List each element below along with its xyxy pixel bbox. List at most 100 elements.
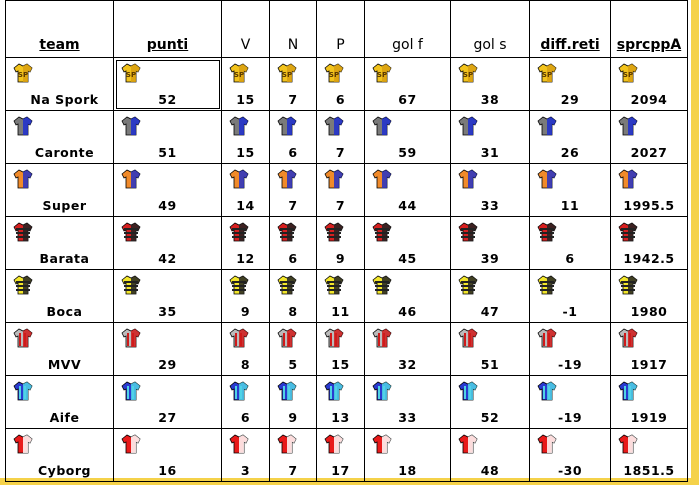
draws-cell[interactable]: 8 bbox=[269, 269, 317, 323]
draws: 6 bbox=[288, 145, 298, 160]
goal-difference-cell[interactable]: SP 29 bbox=[529, 57, 611, 111]
column-header-diff-reti[interactable]: diff.reti bbox=[529, 0, 611, 58]
points-cell[interactable]: 35 bbox=[113, 269, 222, 323]
losses-cell[interactable]: 13 bbox=[316, 375, 365, 429]
team-jersey-icon bbox=[617, 168, 639, 190]
wins-cell[interactable]: 14 bbox=[221, 163, 270, 217]
points-cell[interactable]: 29 bbox=[113, 322, 222, 376]
goal-difference-cell[interactable]: 11 bbox=[529, 163, 611, 217]
team-jersey-icon bbox=[371, 327, 393, 349]
goals-for-cell[interactable]: 18 bbox=[364, 428, 451, 482]
team-name-cell[interactable]: Boca bbox=[5, 269, 114, 323]
sprcppa-value-cell[interactable]: 2027 bbox=[610, 110, 688, 164]
draws-cell[interactable]: SP 7 bbox=[269, 57, 317, 111]
losses-cell[interactable]: 15 bbox=[316, 322, 365, 376]
goals-for-cell[interactable]: SP 67 bbox=[364, 57, 451, 111]
points-cell[interactable]: 16 bbox=[113, 428, 222, 482]
draws-cell[interactable]: 6 bbox=[269, 216, 317, 270]
goals-against-cell[interactable]: 52 bbox=[450, 375, 530, 429]
wins-cell[interactable]: 6 bbox=[221, 375, 270, 429]
goal-difference-cell[interactable]: -1 bbox=[529, 269, 611, 323]
goal-difference-cell[interactable]: -19 bbox=[529, 322, 611, 376]
team-jersey-icon: SP bbox=[12, 62, 34, 84]
losses-cell[interactable]: 7 bbox=[316, 110, 365, 164]
points-cell[interactable]: 49 bbox=[113, 163, 222, 217]
losses-cell[interactable]: 9 bbox=[316, 216, 365, 270]
team-name-cell[interactable]: Caronte bbox=[5, 110, 114, 164]
team-jersey-icon bbox=[457, 380, 479, 402]
goal-difference-cell[interactable]: -19 bbox=[529, 375, 611, 429]
team-jersey-icon bbox=[228, 433, 250, 455]
goals-for-cell[interactable]: 32 bbox=[364, 322, 451, 376]
losses: 11 bbox=[331, 304, 350, 319]
wins-cell[interactable]: 3 bbox=[221, 428, 270, 482]
team-jersey-icon bbox=[617, 327, 639, 349]
team-jersey-icon: SP bbox=[617, 62, 639, 84]
sprcppa-value-cell[interactable]: 1942.5 bbox=[610, 216, 688, 270]
team-jersey-icon bbox=[617, 380, 639, 402]
wins-cell[interactable]: 9 bbox=[221, 269, 270, 323]
draws-cell[interactable]: 6 bbox=[269, 110, 317, 164]
goals-against-cell[interactable]: 39 bbox=[450, 216, 530, 270]
goals-for-cell[interactable]: 33 bbox=[364, 375, 451, 429]
losses: 9 bbox=[335, 251, 346, 266]
goal-difference-cell[interactable]: 26 bbox=[529, 110, 611, 164]
team-name-cell[interactable]: SP Na Spork bbox=[5, 57, 114, 111]
losses-cell[interactable]: 11 bbox=[316, 269, 365, 323]
wins-cell[interactable]: 15 bbox=[221, 110, 270, 164]
goals-against-cell[interactable]: 51 bbox=[450, 322, 530, 376]
goals-against-cell[interactable]: 31 bbox=[450, 110, 530, 164]
goals-for-cell[interactable]: 44 bbox=[364, 163, 451, 217]
sprcppa-value: 1942.5 bbox=[623, 251, 675, 266]
column-header-sprcppa[interactable]: sprcppA bbox=[610, 0, 688, 58]
team-name-cell[interactable]: Barata bbox=[5, 216, 114, 270]
points-cell[interactable]: SP 52 bbox=[113, 57, 222, 111]
draws: 6 bbox=[288, 251, 298, 266]
losses-cell[interactable]: 7 bbox=[316, 163, 365, 217]
goals-against-cell[interactable]: 48 bbox=[450, 428, 530, 482]
goals-against: 52 bbox=[480, 410, 500, 425]
sprcppa-value-cell[interactable]: 1995.5 bbox=[610, 163, 688, 217]
wins: 8 bbox=[240, 357, 251, 372]
draws-cell[interactable]: 5 bbox=[269, 322, 317, 376]
points-cell[interactable]: 51 bbox=[113, 110, 222, 164]
goals-against-cell[interactable]: 33 bbox=[450, 163, 530, 217]
column-header-p[interactable]: P bbox=[316, 0, 365, 58]
losses-cell[interactable]: 17 bbox=[316, 428, 365, 482]
wins-cell[interactable]: 8 bbox=[221, 322, 270, 376]
wins-cell[interactable]: SP 15 bbox=[221, 57, 270, 111]
team-name-cell[interactable]: Cyborg bbox=[5, 428, 114, 482]
sprcppa-value-cell[interactable]: 1917 bbox=[610, 322, 688, 376]
sprcppa-value-cell[interactable]: 1851.5 bbox=[610, 428, 688, 482]
points-cell[interactable]: 27 bbox=[113, 375, 222, 429]
team-name-cell[interactable]: MVV bbox=[5, 322, 114, 376]
sprcppa-value-cell[interactable]: 1919 bbox=[610, 375, 688, 429]
sprcppa-value-cell[interactable]: SP 2094 bbox=[610, 57, 688, 111]
draws-cell[interactable]: 7 bbox=[269, 163, 317, 217]
column-header-punti[interactable]: punti bbox=[113, 0, 222, 58]
goals-against-cell[interactable]: 47 bbox=[450, 269, 530, 323]
team-name: Super bbox=[42, 198, 87, 213]
team-name-cell[interactable]: Aife bbox=[5, 375, 114, 429]
losses-cell[interactable]: SP 6 bbox=[316, 57, 365, 111]
points-cell[interactable]: 42 bbox=[113, 216, 222, 270]
goals-for-cell[interactable]: 46 bbox=[364, 269, 451, 323]
column-header-gol-f[interactable]: gol f bbox=[364, 0, 451, 58]
column-header-gol-s[interactable]: gol s bbox=[450, 0, 530, 58]
goals-for-cell[interactable]: 59 bbox=[364, 110, 451, 164]
goal-difference: 11 bbox=[560, 198, 580, 213]
goal-difference-cell[interactable]: 6 bbox=[529, 216, 611, 270]
wins-cell[interactable]: 12 bbox=[221, 216, 270, 270]
goals-for-cell[interactable]: 45 bbox=[364, 216, 451, 270]
svg-text:SP: SP bbox=[282, 71, 292, 79]
draws-cell[interactable]: 9 bbox=[269, 375, 317, 429]
column-header-n[interactable]: N bbox=[269, 0, 317, 58]
column-header-label: diff.reti bbox=[540, 37, 600, 53]
column-header-v[interactable]: V bbox=[221, 0, 270, 58]
goals-against-cell[interactable]: SP 38 bbox=[450, 57, 530, 111]
draws-cell[interactable]: 7 bbox=[269, 428, 317, 482]
sprcppa-value-cell[interactable]: 1980 bbox=[610, 269, 688, 323]
column-header-team[interactable]: team bbox=[5, 0, 114, 58]
team-name-cell[interactable]: Super bbox=[5, 163, 114, 217]
goal-difference-cell[interactable]: -30 bbox=[529, 428, 611, 482]
